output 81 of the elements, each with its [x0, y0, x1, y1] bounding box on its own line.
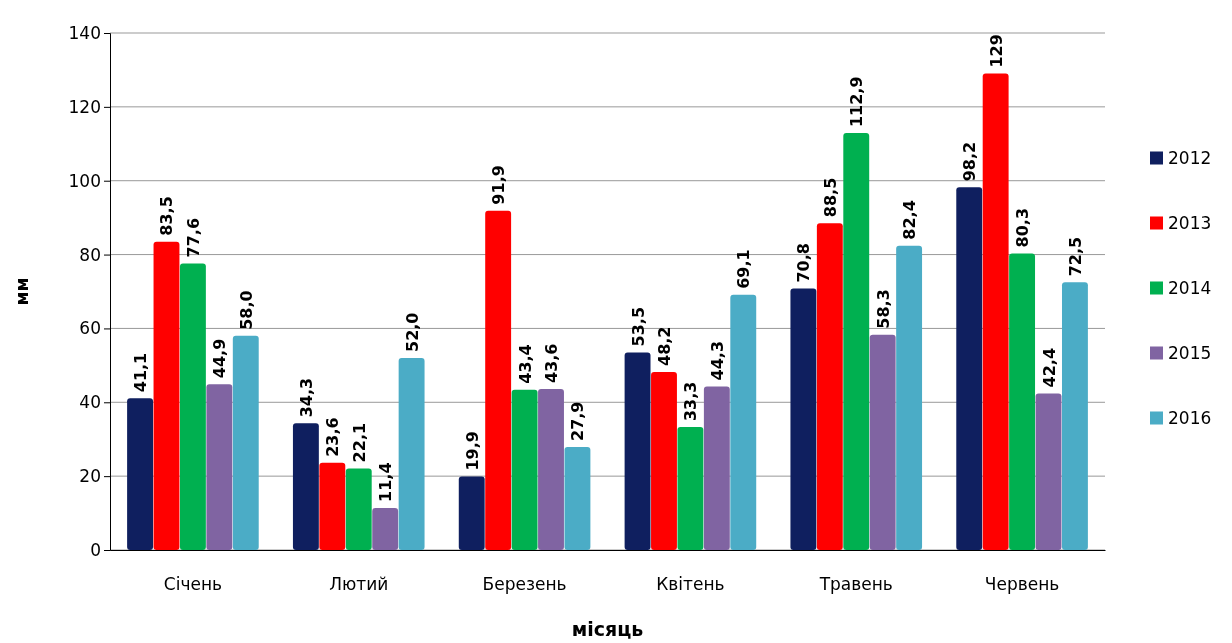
data-label: 23,6 — [323, 417, 343, 457]
y-tick-label: 40 — [79, 392, 101, 413]
bar — [816, 223, 843, 550]
bar — [564, 446, 591, 550]
bar — [319, 462, 346, 550]
bar — [651, 372, 677, 550]
x-tick-label: Травень — [818, 574, 893, 595]
bar — [624, 352, 651, 550]
x-tick-label: Березень — [482, 574, 567, 595]
bar — [730, 294, 757, 550]
bar — [1061, 282, 1088, 550]
data-label: 41,1 — [131, 352, 151, 393]
data-label: 91,9 — [489, 165, 509, 205]
data-label: 88,5 — [820, 177, 840, 218]
bar — [127, 398, 154, 550]
y-axis-title: мм — [12, 277, 32, 306]
bar — [232, 335, 259, 550]
bar — [956, 187, 983, 550]
bar — [1035, 393, 1062, 550]
data-label: 44,3 — [707, 340, 727, 381]
legend-label: 2015 — [1168, 342, 1212, 363]
x-tick-label: Січень — [163, 574, 223, 595]
y-tick-label: 80 — [79, 244, 101, 265]
bar — [485, 210, 512, 550]
x-axis-title: місяць — [571, 618, 644, 640]
data-label: 43,4 — [515, 344, 535, 384]
data-label: 58,3 — [873, 289, 893, 329]
data-label: 112,9 — [847, 76, 867, 128]
data-label: 70,8 — [794, 243, 814, 283]
data-label: 33,3 — [681, 381, 701, 422]
bar — [345, 468, 372, 550]
x-tick-label: Червень — [984, 574, 1060, 595]
data-label: 52,0 — [402, 312, 422, 352]
y-tick-label: 100 — [68, 170, 101, 191]
data-label: 27,9 — [568, 401, 588, 441]
bar — [703, 386, 730, 550]
data-label: 129 — [986, 34, 1006, 68]
data-label: 77,6 — [183, 217, 203, 258]
bar — [153, 241, 180, 550]
data-label: 80,3 — [1013, 207, 1033, 248]
y-tick-label: 120 — [68, 96, 101, 117]
data-label: 69,1 — [734, 249, 754, 289]
data-label: 19,9 — [462, 431, 482, 471]
data-label: 83,5 — [157, 196, 177, 236]
y-tick-label: 20 — [79, 466, 101, 487]
legend-label: 2016 — [1168, 407, 1212, 428]
legend-label: 2014 — [1168, 277, 1212, 298]
data-label: 43,6 — [542, 343, 562, 383]
y-tick-label: 60 — [79, 318, 101, 339]
bar — [677, 427, 704, 550]
data-label: 58,0 — [236, 290, 256, 330]
data-label: 44,9 — [210, 338, 230, 379]
data-label: 53,5 — [628, 306, 648, 347]
x-tick-label: Лютий — [329, 574, 389, 595]
data-label: 48,2 — [654, 326, 674, 366]
data-label: 82,4 — [900, 200, 920, 240]
bar — [1009, 253, 1036, 550]
y-tick-label: 140 — [68, 22, 101, 43]
data-label: 11,4 — [376, 462, 396, 502]
bar — [790, 288, 817, 550]
bar — [372, 507, 399, 550]
legend-label: 2013 — [1168, 212, 1212, 233]
data-label: 42,4 — [1039, 347, 1059, 388]
bar — [398, 357, 425, 550]
y-tick-label: 0 — [90, 539, 101, 560]
bar — [511, 389, 538, 550]
bar — [843, 133, 870, 550]
data-label: 72,5 — [1065, 236, 1085, 277]
data-label: 98,2 — [960, 141, 980, 182]
legend-label: 2012 — [1168, 147, 1212, 168]
x-tick-label: Квітень — [656, 574, 725, 595]
bar — [538, 388, 564, 550]
bar — [982, 73, 1009, 550]
data-label: 34,3 — [296, 377, 316, 418]
bar — [292, 423, 319, 550]
data-label: 22,1 — [349, 422, 369, 463]
bar — [869, 334, 896, 550]
bar — [206, 384, 233, 550]
bar — [179, 263, 206, 550]
bar — [458, 476, 485, 550]
bar — [896, 245, 923, 550]
